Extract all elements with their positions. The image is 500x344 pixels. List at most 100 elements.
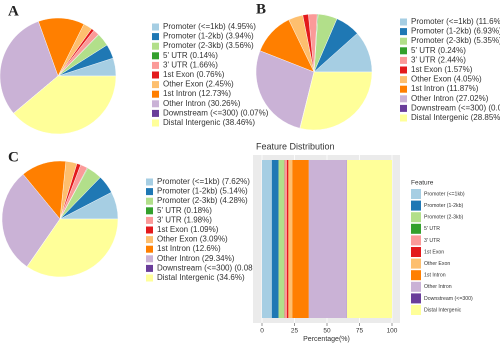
legend-label: Promoter (1-2kb) xyxy=(157,187,218,196)
legend-swatch xyxy=(152,100,159,108)
legend-entry: 5' UTR (0.14%) xyxy=(163,51,218,60)
legend-value: (2.45%) xyxy=(206,80,234,89)
legend-label: 1st Exon xyxy=(157,225,188,234)
legend-entry: Promoter (1-2kb) (5.14%) xyxy=(157,187,248,196)
legend-label: Distal Intergenic xyxy=(411,113,468,122)
legend-entry: Other Exon (2.45%) xyxy=(163,80,234,89)
legend-entry: 1st Intron (12.73%) xyxy=(163,89,231,98)
legend-value: (11.87%) xyxy=(447,84,479,93)
legend-label: 3' UTR xyxy=(424,238,440,244)
legend-value: (6.93%) xyxy=(474,27,500,36)
x-tick-label: 75 xyxy=(356,328,364,335)
legend-label: Distal Intergenic xyxy=(157,273,214,282)
pie-slice xyxy=(0,21,59,114)
legend-swatch xyxy=(146,188,153,196)
legend-swatch xyxy=(152,90,159,98)
bar-segment xyxy=(292,160,309,318)
legend-value: (3.09%) xyxy=(200,235,228,244)
legend-swatch xyxy=(152,52,159,60)
legend-value: (4.05%) xyxy=(454,75,482,84)
legend-value: (3.94%) xyxy=(226,32,254,41)
legend-label: Promoter (<=1kb) xyxy=(411,17,474,26)
legend-entry: Promoter (<=1kb) (11.6%) xyxy=(411,17,500,26)
panel-label: B xyxy=(256,1,266,17)
legend-value: (1.98%) xyxy=(184,216,212,225)
legend-entry: 3' UTR (1.98%) xyxy=(157,216,212,225)
pie-slice xyxy=(26,218,119,278)
legend-swatch xyxy=(152,33,159,41)
legend-value: (7.62%) xyxy=(222,177,250,186)
legend-entry: Promoter (<=1kb) (7.62%) xyxy=(157,177,250,186)
legend-swatch xyxy=(146,245,153,253)
legend-value: (3.56%) xyxy=(226,41,254,50)
legend-swatch xyxy=(411,223,421,234)
legend-label: 5' UTR xyxy=(424,226,440,232)
pie-slice xyxy=(255,50,315,129)
legend-swatch xyxy=(152,42,159,50)
legend-value: (0.09%) xyxy=(488,104,500,113)
legend-label: Distal Intergenic xyxy=(163,118,220,127)
legend-entry: 1st Exon (0.76%) xyxy=(163,70,225,79)
x-tick-label: 25 xyxy=(291,328,299,335)
legend-swatch xyxy=(146,197,153,205)
legend-label: Promoter (2-3kb) xyxy=(424,215,463,221)
chart-title: Feature Distribution xyxy=(256,141,335,151)
legend-swatch xyxy=(400,47,407,55)
legend-label: Distal Intergenic xyxy=(424,307,462,313)
legend-label: 1st Intron xyxy=(163,89,196,98)
legend-label: Other Intron xyxy=(411,94,454,103)
legend-swatch xyxy=(400,66,407,74)
legend-entry: Other Intron (30.26%) xyxy=(163,99,241,108)
legend-label: 5' UTR xyxy=(163,51,188,60)
legend-value: (1.66%) xyxy=(190,61,218,70)
legend-swatch xyxy=(411,212,421,223)
legend-title: Feature xyxy=(411,180,434,187)
legend-value: (38.46%) xyxy=(223,118,256,127)
legend-label: 1st Intron xyxy=(424,273,446,279)
legend-entry: Downstream (<=300) (0.09%) xyxy=(411,104,500,113)
legend-value: (29.34%) xyxy=(202,254,235,263)
legend-value: (0.07%) xyxy=(240,109,268,118)
legend-entry: 3' UTR (1.66%) xyxy=(163,61,218,70)
legend-entry: Other Intron (29.34%) xyxy=(157,254,235,263)
legend-swatch xyxy=(152,23,159,31)
legend-swatch xyxy=(152,109,159,117)
legend-swatch xyxy=(146,274,153,282)
legend-swatch xyxy=(152,71,159,79)
bar-segment xyxy=(262,160,272,318)
legend-entry: 5' UTR (0.24%) xyxy=(411,46,466,55)
legend-swatch xyxy=(411,189,421,199)
legend-value: (12.73%) xyxy=(199,89,232,98)
legend-value: (34.6%) xyxy=(217,273,245,282)
legend-label: Other Intron xyxy=(163,99,206,108)
legend-label: Promoter (1-2kb) xyxy=(163,32,224,41)
legend-label: 3' UTR xyxy=(163,61,188,70)
legend-value: (1.57%) xyxy=(444,65,472,74)
legend-entry: Promoter (2-3kb) (5.35%) xyxy=(411,36,500,45)
legend-label: 1st Exon xyxy=(424,249,444,255)
legend-label: 3' UTR xyxy=(411,56,436,65)
legend-value: (11.6%) xyxy=(476,17,500,26)
legend-swatch xyxy=(146,236,153,244)
legend-swatch xyxy=(146,255,153,263)
legend-swatch xyxy=(146,216,153,224)
legend-entry: Promoter (1-2kb) (6.93%) xyxy=(411,27,500,36)
legend-value: (5.14%) xyxy=(220,187,248,196)
legend-entry: Other Intron (27.02%) xyxy=(411,94,489,103)
legend-label: Other Exon xyxy=(163,80,203,89)
legend-label: Promoter (<=1kb) xyxy=(157,177,220,186)
legend-swatch xyxy=(152,61,159,69)
x-tick-label: 50 xyxy=(323,328,331,335)
legend-swatch xyxy=(400,95,407,103)
legend-entry: 1st Intron (12.6%) xyxy=(157,244,221,253)
legend-label: Downstream (<=300) xyxy=(424,296,473,302)
legend-label: Other Exon xyxy=(424,261,450,267)
legend-value: (0.08%) xyxy=(234,264,262,273)
legend-value: (1.09%) xyxy=(190,225,218,234)
legend-entry: Distal Intergenic (28.85%) xyxy=(411,113,500,122)
legend-entry: Promoter (2-3kb) (4.28%) xyxy=(157,196,248,205)
legend-entry: 1st Exon (1.09%) xyxy=(157,225,219,234)
legend-swatch xyxy=(411,258,421,269)
bar-segment xyxy=(284,160,287,318)
legend-entry: Downstream (<=300) (0.07%) xyxy=(163,109,269,118)
